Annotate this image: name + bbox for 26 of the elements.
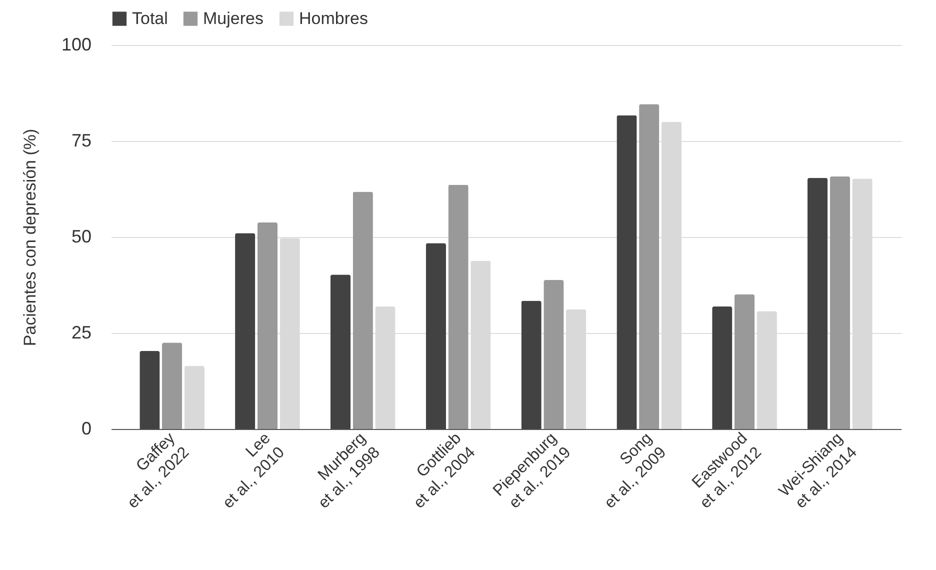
bar — [734, 294, 755, 429]
bar — [830, 176, 850, 429]
bar — [616, 115, 637, 429]
legend-label: Hombres — [299, 8, 368, 28]
y-tick-label: 25 — [71, 322, 92, 342]
bar — [448, 184, 468, 429]
bar — [140, 351, 160, 429]
legend-label: Mujeres — [203, 8, 264, 28]
y-axis-title: Pacientes con depresión (%) — [20, 128, 40, 346]
y-tick-label: 100 — [61, 34, 92, 54]
bar — [808, 178, 828, 429]
y-tick-label: 75 — [71, 130, 92, 150]
bar — [162, 342, 182, 429]
bar — [544, 280, 564, 429]
bar — [330, 274, 351, 429]
bar — [712, 306, 732, 429]
bar — [257, 222, 278, 429]
bar — [352, 192, 373, 429]
bar — [639, 104, 660, 429]
bar — [184, 366, 204, 429]
bar — [235, 233, 256, 429]
bar — [521, 300, 542, 429]
bar — [426, 243, 446, 429]
y-tick-label: 0 — [81, 418, 92, 438]
y-tick-label: 50 — [71, 226, 92, 246]
legend-label: Total — [132, 8, 168, 28]
